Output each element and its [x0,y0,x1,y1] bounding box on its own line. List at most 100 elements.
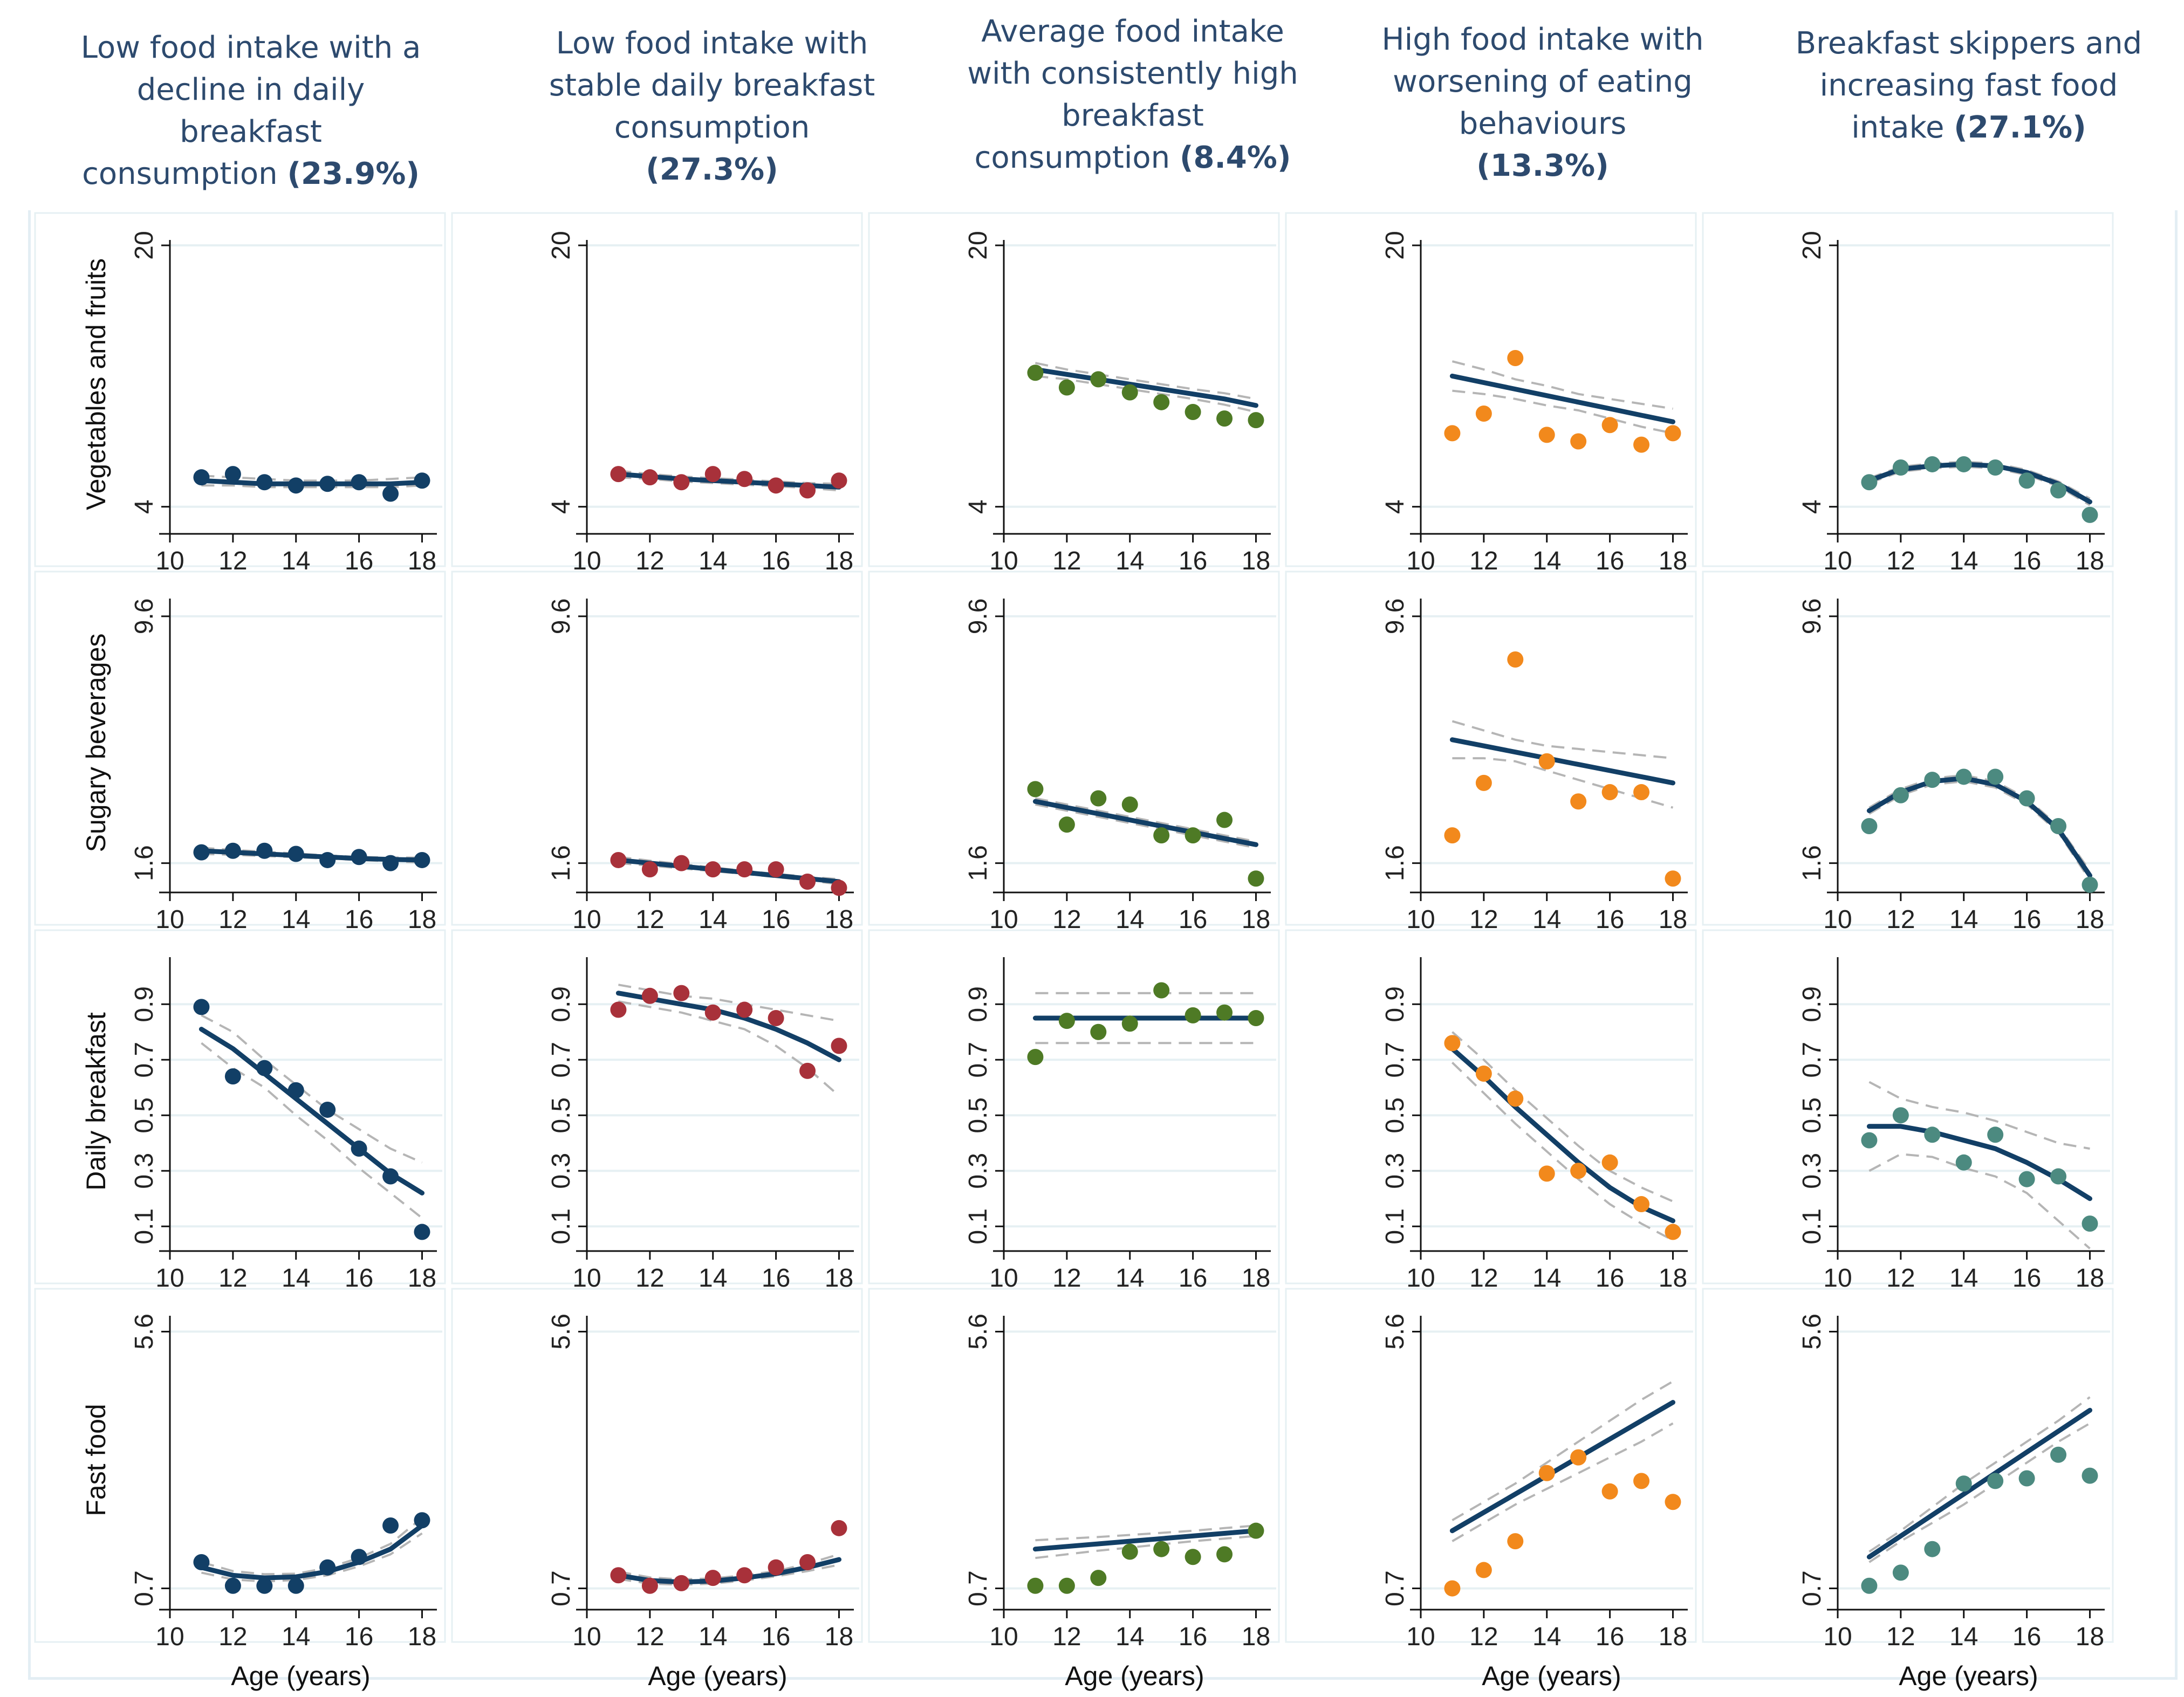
column-header-5-line-3: intake [1851,110,1945,145]
y-tick-label: 1.6 [547,845,576,881]
column-header-5-line-2: increasing fast food [1819,68,2118,103]
x-tick-label: 10 [1406,547,1435,575]
x-tick-label: 16 [1596,905,1624,934]
data-point [1475,1066,1492,1082]
data-point [1248,412,1264,429]
panel-r3-c1: 10 12 14 16 18 0.1 0.3 0.5 0.7 0.9 Daily breakfast [34,929,446,1293]
data-point [351,849,367,865]
x-tick-label: 16 [762,1264,790,1293]
fitted-line [1032,367,1258,408]
ci-lower-line [1035,1535,1256,1559]
data-point [1121,796,1138,813]
x-tick-label: 18 [1242,905,1270,934]
data-point [382,485,399,502]
x-tick-label: 14 [699,547,727,575]
y-tick-label: 0.9 [964,986,992,1022]
data-point [256,842,273,859]
data-point [224,466,241,483]
x-tick-label: 14 [1532,1623,1561,1651]
data-point [641,987,658,1004]
panel-r2-c3: 10 12 14 16 18 1.6 9.6 [868,571,1280,934]
panel-cell [1285,1288,1697,1643]
column-header-1-percent: (23.9%) [287,156,420,191]
x-tick-label: 16 [1179,1623,1207,1651]
ci-lower-line [1035,375,1256,413]
data-point [610,1001,627,1018]
x-tick-label: 14 [282,1623,310,1651]
data-point [1507,350,1524,367]
data-point [1924,772,1941,788]
x-tick-label: 18 [825,1264,853,1293]
data-point [1633,784,1650,801]
y-tick-label: 0.5 [547,1097,576,1133]
x-tick-label: 10 [989,547,1018,575]
x-tick-label: 16 [1179,547,1207,575]
y-tick-label: 0.5 [1798,1097,1826,1133]
data-point [1570,433,1587,450]
y-tick-label: 0.1 [547,1208,576,1245]
y-tick-label: 9.6 [130,599,159,635]
x-tick-label: 18 [1659,1264,1687,1293]
data-point [414,472,430,489]
x-tick-label: 14 [1949,1264,1978,1293]
y-tick-label: 20 [1798,231,1826,259]
data-point [1216,1546,1233,1563]
panel-r2-c4: 10 12 14 16 18 1.6 9.6 [1285,571,1697,934]
x-tick-label: 16 [1596,547,1624,575]
panel-r2-c2: 10 12 14 16 18 1.6 9.6 [451,571,863,934]
x-tick-label: 12 [635,1264,664,1293]
x-tick-label: 12 [1052,1623,1081,1651]
fitted-line [198,1027,425,1196]
row-label-1: Vegetables and fruits [81,258,111,510]
data-point [382,1517,399,1534]
column-header-2-line-3: consumption [614,110,810,145]
data-point [319,476,336,492]
data-point [1444,425,1461,442]
data-point [256,1577,273,1594]
data-point [736,1001,753,1018]
data-point [2082,1215,2098,1232]
x-tick-label: 12 [1052,1264,1081,1293]
column-header-2-line-1: Low food intake with [556,26,868,61]
x-tick-label: 18 [2076,547,2104,575]
data-point [1861,474,1878,491]
ci-upper-line [1868,1081,2090,1150]
panel-r2-c1: 10 12 14 16 18 1.6 9.6 Sugary beverages [34,571,446,934]
x-tick-label: 18 [2076,1264,2104,1293]
panel-r4-c4: 10 12 14 16 18 0.7 5.6 Age (years) [1285,1288,1697,1691]
panel-r1-c4: 10 12 14 16 18 4 20 [1285,212,1697,575]
x-tick-label: 14 [282,1264,310,1293]
fitted-line [1866,1407,2092,1559]
data-point [1955,456,1972,472]
data-point [768,861,784,878]
x-tick-label: 16 [1596,1264,1624,1293]
ci-upper-line [1868,1396,2091,1553]
data-point [193,469,210,486]
x-tick-label: 14 [1532,1264,1561,1293]
data-point [1924,1541,1941,1557]
panel-r3-c3: 10 12 14 16 18 0.1 0.3 0.5 0.7 0.9 [868,929,1280,1293]
data-point [831,1520,847,1536]
y-tick-label: 0.5 [1381,1097,1409,1133]
x-tick-label: 16 [345,905,373,934]
data-point [1665,870,1681,887]
data-point [1475,774,1492,791]
x-tick-label: 12 [218,1623,247,1651]
data-point [224,1577,241,1594]
data-point [224,842,241,859]
data-point [1538,1165,1555,1182]
panel-r4-c2: 10 12 14 16 18 0.7 5.6 Age (years) [451,1288,863,1691]
data-point [256,1060,273,1076]
x-tick-label: 16 [345,547,373,575]
y-tick-label: 0.7 [547,1042,576,1078]
x-tick-label: 14 [282,905,310,934]
x-tick-label: 12 [1886,547,1915,575]
x-tick-label: 12 [1469,547,1498,575]
x-tick-label: 10 [572,547,601,575]
row-label-4: Fast food [81,1404,111,1516]
data-point [768,1559,784,1576]
data-point [287,1082,304,1098]
y-tick-label: 0.7 [130,1570,159,1606]
data-point [673,855,690,871]
